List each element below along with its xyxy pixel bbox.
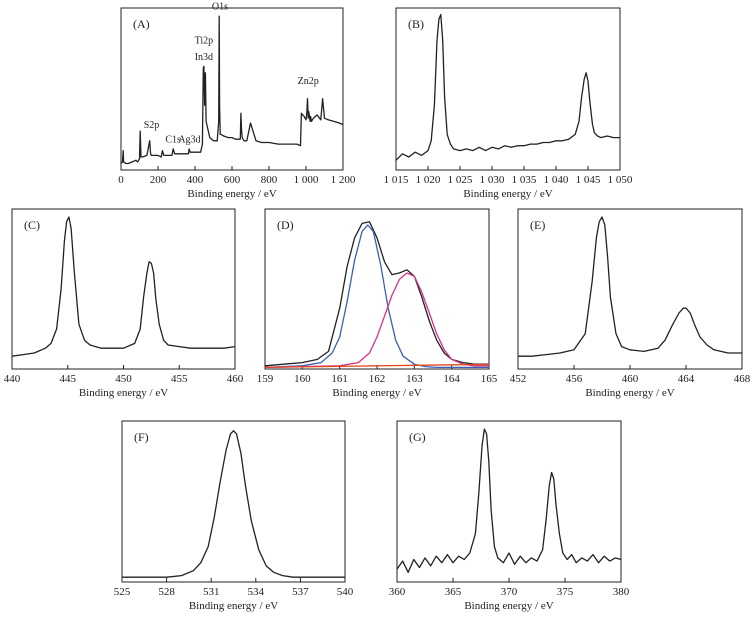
x-tick-label: 162 <box>369 373 386 385</box>
x-tick-label: 540 <box>337 586 354 598</box>
panel-label: (E) <box>530 218 545 232</box>
peak-annotation: Ti2p <box>195 36 214 47</box>
series-line <box>11 216 236 357</box>
series-line <box>120 15 344 165</box>
x-tick-label: 537 <box>292 586 309 598</box>
series-line <box>396 428 622 573</box>
panel-e: 452 456 460 464 468 Binding energy / eV (E) <box>510 208 751 399</box>
series-line <box>264 272 489 369</box>
peak-annotation: O1s <box>212 2 228 13</box>
x-tick-label: 600 <box>224 174 241 186</box>
x-tick-label: 456 <box>566 373 583 385</box>
plot-frame <box>11 208 236 370</box>
x-tick-label: 1 030 <box>480 174 505 186</box>
x-tick-label: 1 035 <box>512 174 537 186</box>
panel-label: (C) <box>24 218 40 232</box>
x-tick-label: 1 000 <box>294 174 319 186</box>
series-line <box>122 430 345 578</box>
series-line <box>395 13 620 161</box>
panel-label: (A) <box>133 17 150 31</box>
x-tick-label: 468 <box>734 373 751 385</box>
x-tick-label: 370 <box>501 586 518 598</box>
plot-frame <box>517 208 743 370</box>
plot-frame <box>264 208 490 370</box>
panel-g: 360 365 370 375 380 Binding energy / eV (G) <box>389 420 630 612</box>
x-tick-label: 163 <box>406 373 423 385</box>
panel-a: 0 200 400 600 800 1 000 1 200 Binding energy / … <box>118 2 356 200</box>
x-axis-label: Binding energy / eV <box>189 600 278 612</box>
x-tick-label: 400 <box>187 174 204 186</box>
panel-label: (G) <box>409 430 426 444</box>
peak-annotation: S2p <box>144 120 160 131</box>
x-tick-label: 534 <box>248 586 265 598</box>
x-tick-label: 1 015 <box>384 174 409 186</box>
x-axis-label: Binding energy / eV <box>332 387 421 399</box>
x-tick-label: 160 <box>294 373 311 385</box>
plot-frame <box>121 420 346 583</box>
peak-annotation: Zn2p <box>298 76 319 87</box>
series-line <box>264 363 490 369</box>
x-tick-label: 1 050 <box>608 174 633 186</box>
x-tick-label: 460 <box>227 373 244 385</box>
peak-annotation: In3d <box>195 52 213 63</box>
x-tick-label: 1 045 <box>576 174 601 186</box>
x-tick-label: 0 <box>118 174 124 186</box>
series-line <box>518 216 742 357</box>
panel-c: 440 445 450 455 460 Binding energy / eV (C) <box>4 208 244 399</box>
x-tick-label: 525 <box>114 586 131 598</box>
x-tick-label: 1 025 <box>448 174 473 186</box>
x-axis-label: Binding energy / eV <box>464 600 553 612</box>
x-axis-label: Binding energy / eV <box>585 387 674 399</box>
x-tick-label: 360 <box>389 586 406 598</box>
x-axis-label: Binding energy / eV <box>79 387 168 399</box>
x-tick-label: 464 <box>678 373 695 385</box>
x-tick-label: 165 <box>481 373 498 385</box>
panel-label: (B) <box>408 17 424 31</box>
x-axis-label: Binding energy / eV <box>463 188 552 200</box>
x-tick-label: 528 <box>158 586 175 598</box>
x-tick-label: 1 020 <box>416 174 441 186</box>
x-tick-label: 159 <box>257 373 274 385</box>
series-line <box>264 221 489 367</box>
x-tick-label: 365 <box>445 586 462 598</box>
plot-frame <box>396 420 622 583</box>
x-tick-label: 450 <box>115 373 132 385</box>
panel-f: 525 528 531 534 537 540 Binding energy / eV (F) <box>114 420 354 612</box>
x-tick-label: 800 <box>261 174 278 186</box>
x-tick-label: 531 <box>203 586 220 598</box>
x-tick-label: 380 <box>613 586 630 598</box>
x-tick-label: 200 <box>150 174 167 186</box>
panel-d: 159 160 161 162 163 164 165 Binding energy / eV… <box>257 208 498 399</box>
x-tick-label: 440 <box>4 373 21 385</box>
x-axis-label: Binding energy / eV <box>187 188 276 200</box>
panel-label: (F) <box>134 430 149 444</box>
panel-label: (D) <box>277 218 294 232</box>
x-tick-label: 164 <box>443 373 460 385</box>
series-line <box>264 224 489 369</box>
x-tick-label: 1 200 <box>331 174 356 186</box>
peak-annotation: C1s <box>165 134 181 145</box>
plot-frame <box>395 7 621 171</box>
x-tick-label: 375 <box>557 586 574 598</box>
x-tick-label: 161 <box>331 373 348 385</box>
panel-b: 1 015 1 020 1 025 1 030 1 035 1 040 1 045 1 050… <box>384 7 633 200</box>
peak-annotation: Ag3d <box>178 134 200 145</box>
x-tick-label: 445 <box>60 373 77 385</box>
plot-frame <box>120 7 344 171</box>
x-tick-label: 1 040 <box>544 174 569 186</box>
x-tick-label: 460 <box>622 373 639 385</box>
x-tick-label: 452 <box>510 373 527 385</box>
x-tick-label: 455 <box>171 373 188 385</box>
